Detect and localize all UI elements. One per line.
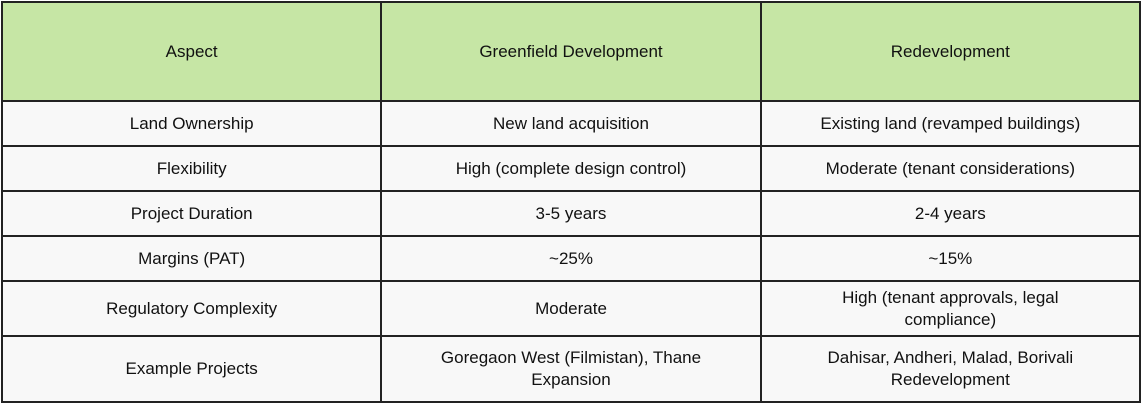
table-cell: Project Duration (0, 190, 383, 237)
table-cell: Example Projects (0, 335, 383, 403)
table-cell: Flexibility (0, 145, 383, 192)
table-cell: High (tenant approvals, legal compliance… (759, 280, 1142, 337)
table-cell: Goregaon West (Filmistan), Thane Expansi… (380, 335, 762, 403)
table-cell: Dahisar, Andheri, Malad, Borivali Redeve… (759, 335, 1142, 403)
table-body: Land Ownership New land acquisition Existi… (0, 100, 1142, 403)
table-row: Regulatory Complexity Moderate High (tenan… (0, 280, 1142, 337)
table-cell: Moderate (380, 280, 762, 337)
table-row: Land Ownership New land acquisition Existi… (0, 100, 1142, 147)
table-row: Example Projects Goregaon West (Filmistan… (0, 335, 1142, 403)
table-cell: Moderate (tenant considerations) (759, 145, 1142, 192)
header-cell: Redevelopment (759, 1, 1142, 102)
table-row: Project Duration 3-5 years 2-4 years (0, 190, 1142, 237)
table-row: Margins (PAT) ~25% ~15% (0, 235, 1142, 282)
table-cell: New land acquisition (380, 100, 762, 147)
table-cell: Existing land (revamped buildings) (759, 100, 1142, 147)
table-cell: 2-4 years (759, 190, 1142, 237)
header-cell: Greenfield Development (380, 1, 762, 102)
table-cell: ~15% (759, 235, 1142, 282)
table-cell: Land Ownership (0, 100, 383, 147)
table-cell: ~25% (380, 235, 762, 282)
header-cell: Aspect (0, 1, 383, 102)
header-row: Aspect Greenfield Development Redevelopmen… (0, 1, 1142, 102)
table-cell: Margins (PAT) (0, 235, 383, 282)
table-cell: High (complete design control) (380, 145, 762, 192)
table-cell: 3-5 years (380, 190, 762, 237)
table-cell: Regulatory Complexity (0, 280, 383, 337)
table-row: Flexibility High (complete design control… (0, 145, 1142, 192)
